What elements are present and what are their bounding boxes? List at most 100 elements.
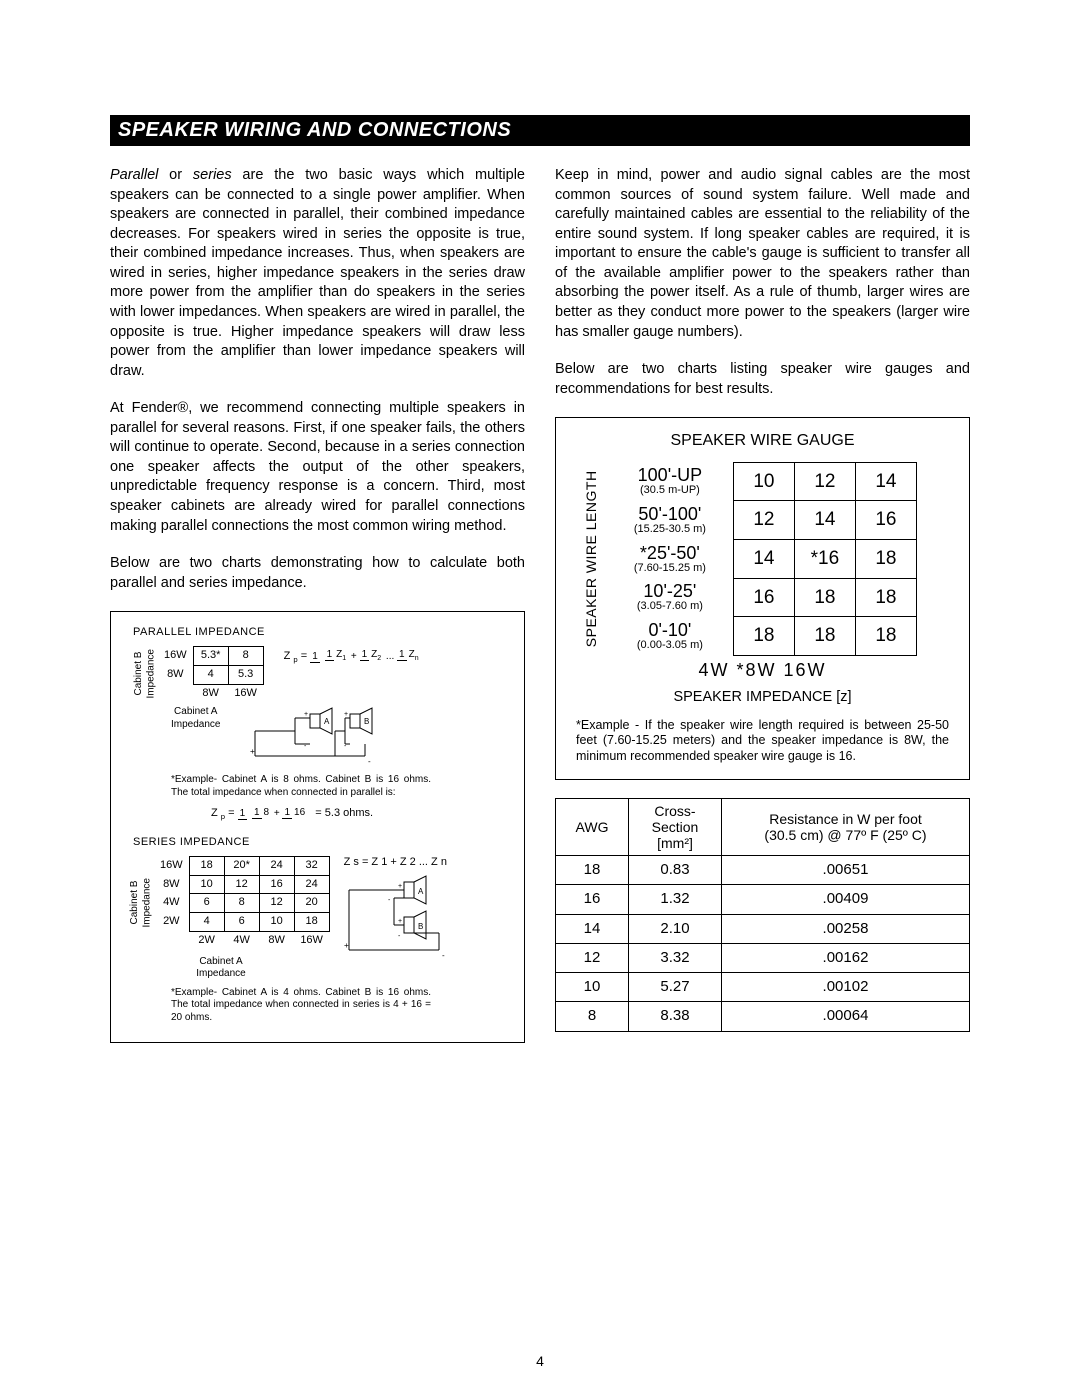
- gauge-cell: 14: [794, 501, 855, 540]
- left-column: Parallel or series are the two basic way…: [110, 166, 525, 1043]
- series-example: *Example- Cabinet A is 4 ohms. Cabinet B…: [171, 987, 431, 1025]
- row-hdr: 8W: [158, 665, 193, 684]
- cell: 32: [294, 856, 329, 875]
- svg-text:+: +: [250, 747, 255, 756]
- gauge-cell: *16: [794, 540, 855, 579]
- svg-text:-: -: [442, 951, 445, 960]
- cell: 16: [259, 875, 294, 894]
- col-hdr: 8W: [193, 684, 228, 702]
- awg-hdr: Resistance in W per foot (30.5 cm) @ 77º…: [722, 798, 970, 855]
- col-hdr: 16W: [228, 684, 263, 702]
- svg-text:A: A: [324, 717, 330, 726]
- awg-cell: 1.32: [629, 885, 722, 914]
- text: or: [158, 167, 193, 183]
- cell: 12: [224, 875, 259, 894]
- gauge-row-hdr: 10'-25'(3.05-7.60 m): [607, 578, 734, 617]
- gauge-cell: 10: [733, 462, 794, 501]
- cell: 4: [193, 665, 228, 684]
- parallel-formula: Z p = 1 1Z1 + 1Z2 ... 1Zn: [284, 646, 423, 665]
- awg-cell: 8: [556, 1002, 629, 1031]
- awg-table: AWG Cross- Section [mm²] Resistance in W…: [555, 798, 970, 1032]
- gauge-cell: 16: [733, 578, 794, 617]
- page-number: 4: [0, 1353, 1080, 1369]
- svg-text:B: B: [364, 717, 369, 726]
- left-para-3: Below are two charts demonstrating how t…: [110, 554, 525, 593]
- gauge-cell: 18: [855, 540, 916, 579]
- cell: 6: [189, 894, 224, 913]
- svg-text:B: B: [418, 922, 423, 931]
- cab-b-label: Cabinet BImpedance: [125, 878, 154, 927]
- svg-text:-: -: [388, 897, 391, 904]
- series-speaker-diagram: A B +- +- +-: [344, 870, 454, 960]
- cell: 6: [224, 913, 259, 932]
- gauge-cell: 12: [733, 501, 794, 540]
- right-column: Keep in mind, power and audio signal cab…: [555, 166, 970, 1043]
- parallel-title: PARALLEL IMPEDANCE: [133, 626, 514, 640]
- gauge-cell: 14: [733, 540, 794, 579]
- parallel-table: 16W 5.3* 8 8W 4 5.3 8W 16W: [158, 646, 264, 702]
- awg-cell: .00064: [722, 1002, 970, 1031]
- cell: 10: [259, 913, 294, 932]
- awg-cell: 16: [556, 885, 629, 914]
- parallel-speaker-diagram: A B +- +- +-: [250, 706, 380, 766]
- awg-cell: .00258: [722, 914, 970, 943]
- cell: 24: [259, 856, 294, 875]
- awg-cell: 14: [556, 914, 629, 943]
- series-formula: Z s = Z 1 + Z 2 ... Z n: [344, 856, 454, 870]
- cab-b-label: Cabinet BImpedance: [129, 649, 158, 698]
- term-parallel: Parallel: [110, 167, 158, 183]
- row-hdr: 16W: [154, 856, 189, 875]
- cab-a-label: Cabinet AImpedance: [151, 956, 291, 981]
- cell: 4: [189, 913, 224, 932]
- awg-cell: .00102: [722, 973, 970, 1002]
- impedance-subtitle: SPEAKER IMPEDANCE [z]: [576, 688, 949, 708]
- awg-hdr: AWG: [556, 798, 629, 855]
- row-hdr: 8W: [154, 875, 189, 894]
- cell: 20*: [224, 856, 259, 875]
- right-para-1: Keep in mind, power and audio signal cab…: [555, 166, 970, 342]
- cell: 8: [228, 647, 263, 666]
- awg-cell: 18: [556, 856, 629, 885]
- cell: 18: [189, 856, 224, 875]
- cell: 5.3: [228, 665, 263, 684]
- row-hdr: 16W: [158, 647, 193, 666]
- parallel-result: = 5.3 ohms.: [315, 807, 373, 819]
- columns: Parallel or series are the two basic way…: [110, 166, 970, 1043]
- svg-text:+: +: [398, 883, 402, 890]
- gauge-cell: 18: [855, 578, 916, 617]
- col-hdr: 2W: [189, 931, 224, 949]
- parallel-example-formula: Z p = 1 18 + 116 = 5.3 ohms.: [211, 807, 514, 822]
- cab-a-label: Cabinet AImpedance: [171, 706, 220, 731]
- awg-cell: 8.38: [629, 1002, 722, 1031]
- gauge-cell: 18: [794, 617, 855, 656]
- svg-text:+: +: [344, 941, 349, 950]
- cell: 10: [189, 875, 224, 894]
- parallel-example: *Example- Cabinet A is 8 ohms. Cabinet B…: [171, 774, 431, 799]
- cell: 12: [259, 894, 294, 913]
- awg-cell: 5.27: [629, 973, 722, 1002]
- awg-cell: .00162: [722, 943, 970, 972]
- svg-text:A: A: [418, 887, 424, 896]
- svg-text:+: +: [398, 918, 402, 925]
- svg-text:+: +: [304, 711, 308, 718]
- cell: 18: [294, 913, 329, 932]
- wire-gauge-title: SPEAKER WIRE GAUGE: [576, 430, 949, 452]
- cell: 5.3*: [193, 647, 228, 666]
- gauge-row-hdr: 0'-10'(0.00-3.05 m): [607, 617, 734, 656]
- awg-cell: .00409: [722, 885, 970, 914]
- series-title: SERIES IMPEDANCE: [133, 836, 514, 850]
- col-hdr: 16W: [294, 931, 329, 949]
- gauge-row-hdr: *25'-50'(7.60-15.25 m): [607, 540, 734, 579]
- awg-cell: .00651: [722, 856, 970, 885]
- col-hdr: 4W: [224, 931, 259, 949]
- svg-text:-: -: [398, 933, 401, 940]
- svg-text:-: -: [368, 757, 371, 766]
- text: are the two basic ways which multiple sp…: [110, 167, 525, 379]
- series-table: 16W 18 20* 24 32 8W 10 12 16 24: [154, 856, 330, 950]
- awg-cell: 3.32: [629, 943, 722, 972]
- gauge-example: *Example - If the speaker wire length re…: [576, 718, 949, 765]
- impedance-footer: 4W *8W 16W: [576, 658, 949, 682]
- section-title: SPEAKER WIRING AND CONNECTIONS: [110, 115, 970, 146]
- wire-length-label: SPEAKER WIRE LENGTH: [576, 462, 607, 656]
- gauge-cell: 18: [794, 578, 855, 617]
